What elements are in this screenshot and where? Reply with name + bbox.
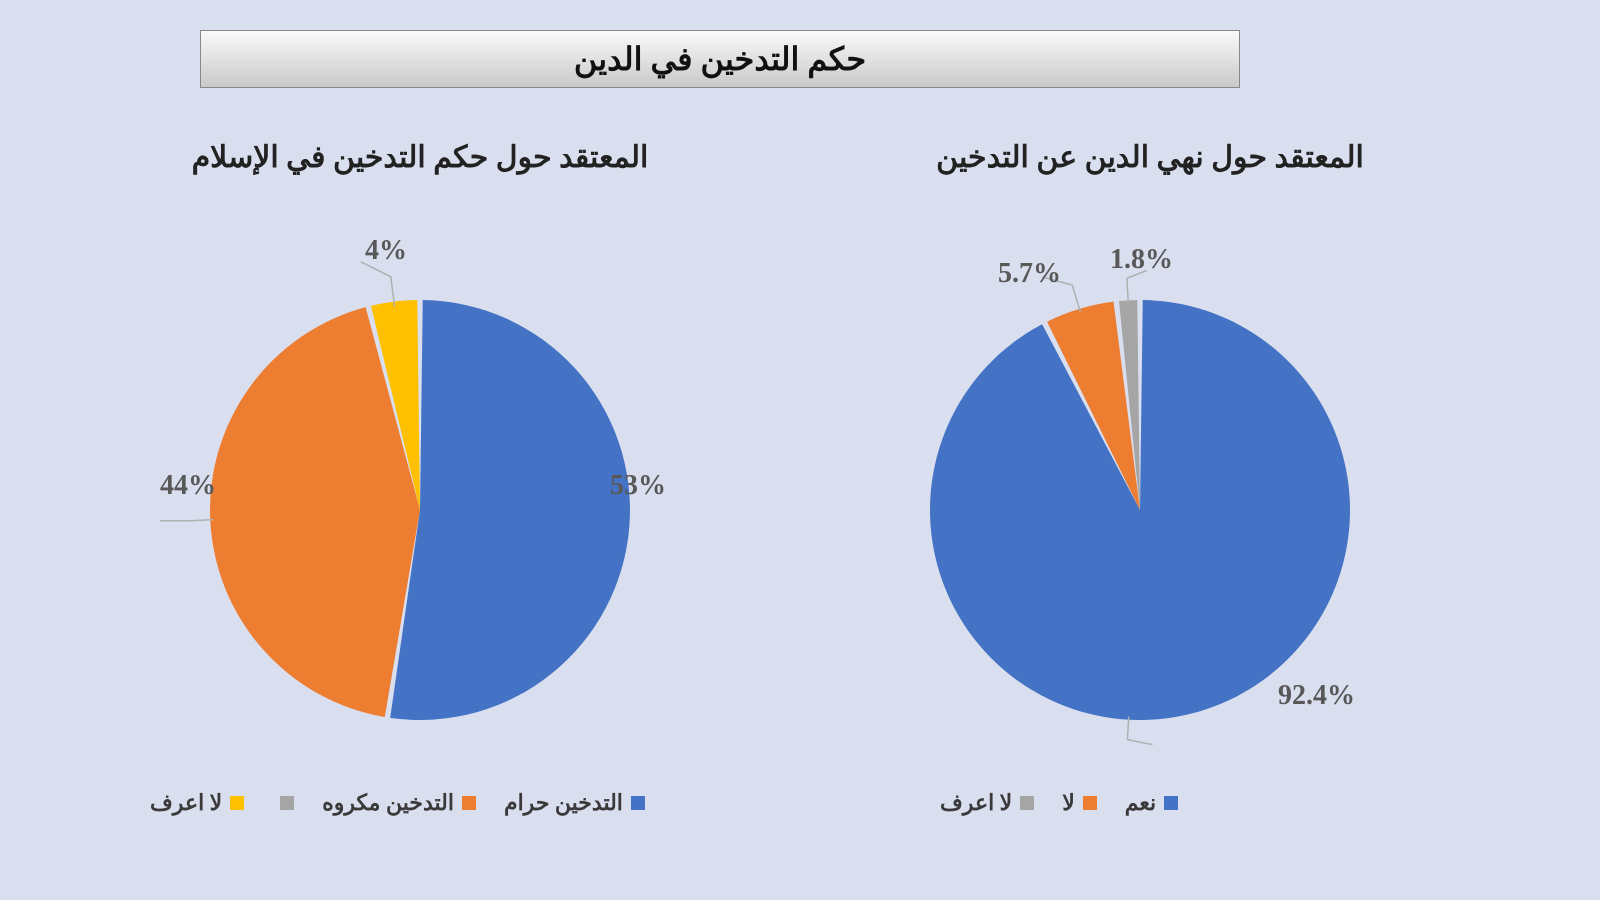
legend-item: نعم — [1125, 790, 1178, 816]
legend-swatch-yellow — [230, 796, 244, 810]
legend-swatch-orange — [462, 796, 476, 810]
legend-label: لا اعرف — [940, 790, 1012, 816]
legend-swatch-blue — [1164, 796, 1178, 810]
legend-label: لا اعرف — [150, 790, 222, 816]
pie-slice — [930, 300, 1350, 720]
page-title-bar: حكم التدخين في الدين — [200, 30, 1240, 88]
right-chart-legend: نعم لا لا اعرف — [940, 790, 1178, 816]
right-chart-title: المعتقد حول نهي الدين عن التدخين — [850, 140, 1450, 175]
legend-label: لا — [1062, 790, 1075, 816]
left-chart-legend: التدخين حرام التدخين مكروه لا اعرف — [150, 790, 645, 816]
legend-swatch-orange — [1083, 796, 1097, 810]
legend-item: لا اعرف — [150, 790, 244, 816]
legend-item: التدخين حرام — [504, 790, 645, 816]
legend-label: التدخين حرام — [504, 790, 623, 816]
legend-label: نعم — [1125, 790, 1156, 816]
legend-swatch-gray — [1020, 796, 1034, 810]
legend-label: التدخين مكروه — [322, 790, 454, 816]
right-slice-label-2: 5.7% — [998, 258, 1061, 290]
legend-item — [272, 796, 294, 810]
page-title-text: حكم التدخين في الدين — [574, 40, 866, 78]
left-slice-label-3: 4% — [365, 235, 407, 267]
pie-slice — [390, 300, 630, 720]
right-slice-label-3: 1.8% — [1110, 244, 1173, 276]
left-slice-label-1: 53% — [610, 470, 666, 502]
right-slice-label-1: 92.4% — [1278, 680, 1355, 712]
left-pie-chart — [70, 210, 770, 810]
leader-line — [361, 262, 395, 307]
left-slice-label-2: 44% — [160, 470, 216, 502]
right-pie-chart — [790, 210, 1490, 810]
legend-swatch-gray — [280, 796, 294, 810]
leader-line — [1127, 717, 1152, 745]
left-chart-title: المعتقد حول حكم التدخين في الإسلام — [130, 140, 710, 175]
legend-swatch-blue — [631, 796, 645, 810]
leader-line — [160, 520, 213, 521]
legend-item: التدخين مكروه — [322, 790, 476, 816]
legend-item: لا اعرف — [940, 790, 1034, 816]
legend-item: لا — [1062, 790, 1097, 816]
